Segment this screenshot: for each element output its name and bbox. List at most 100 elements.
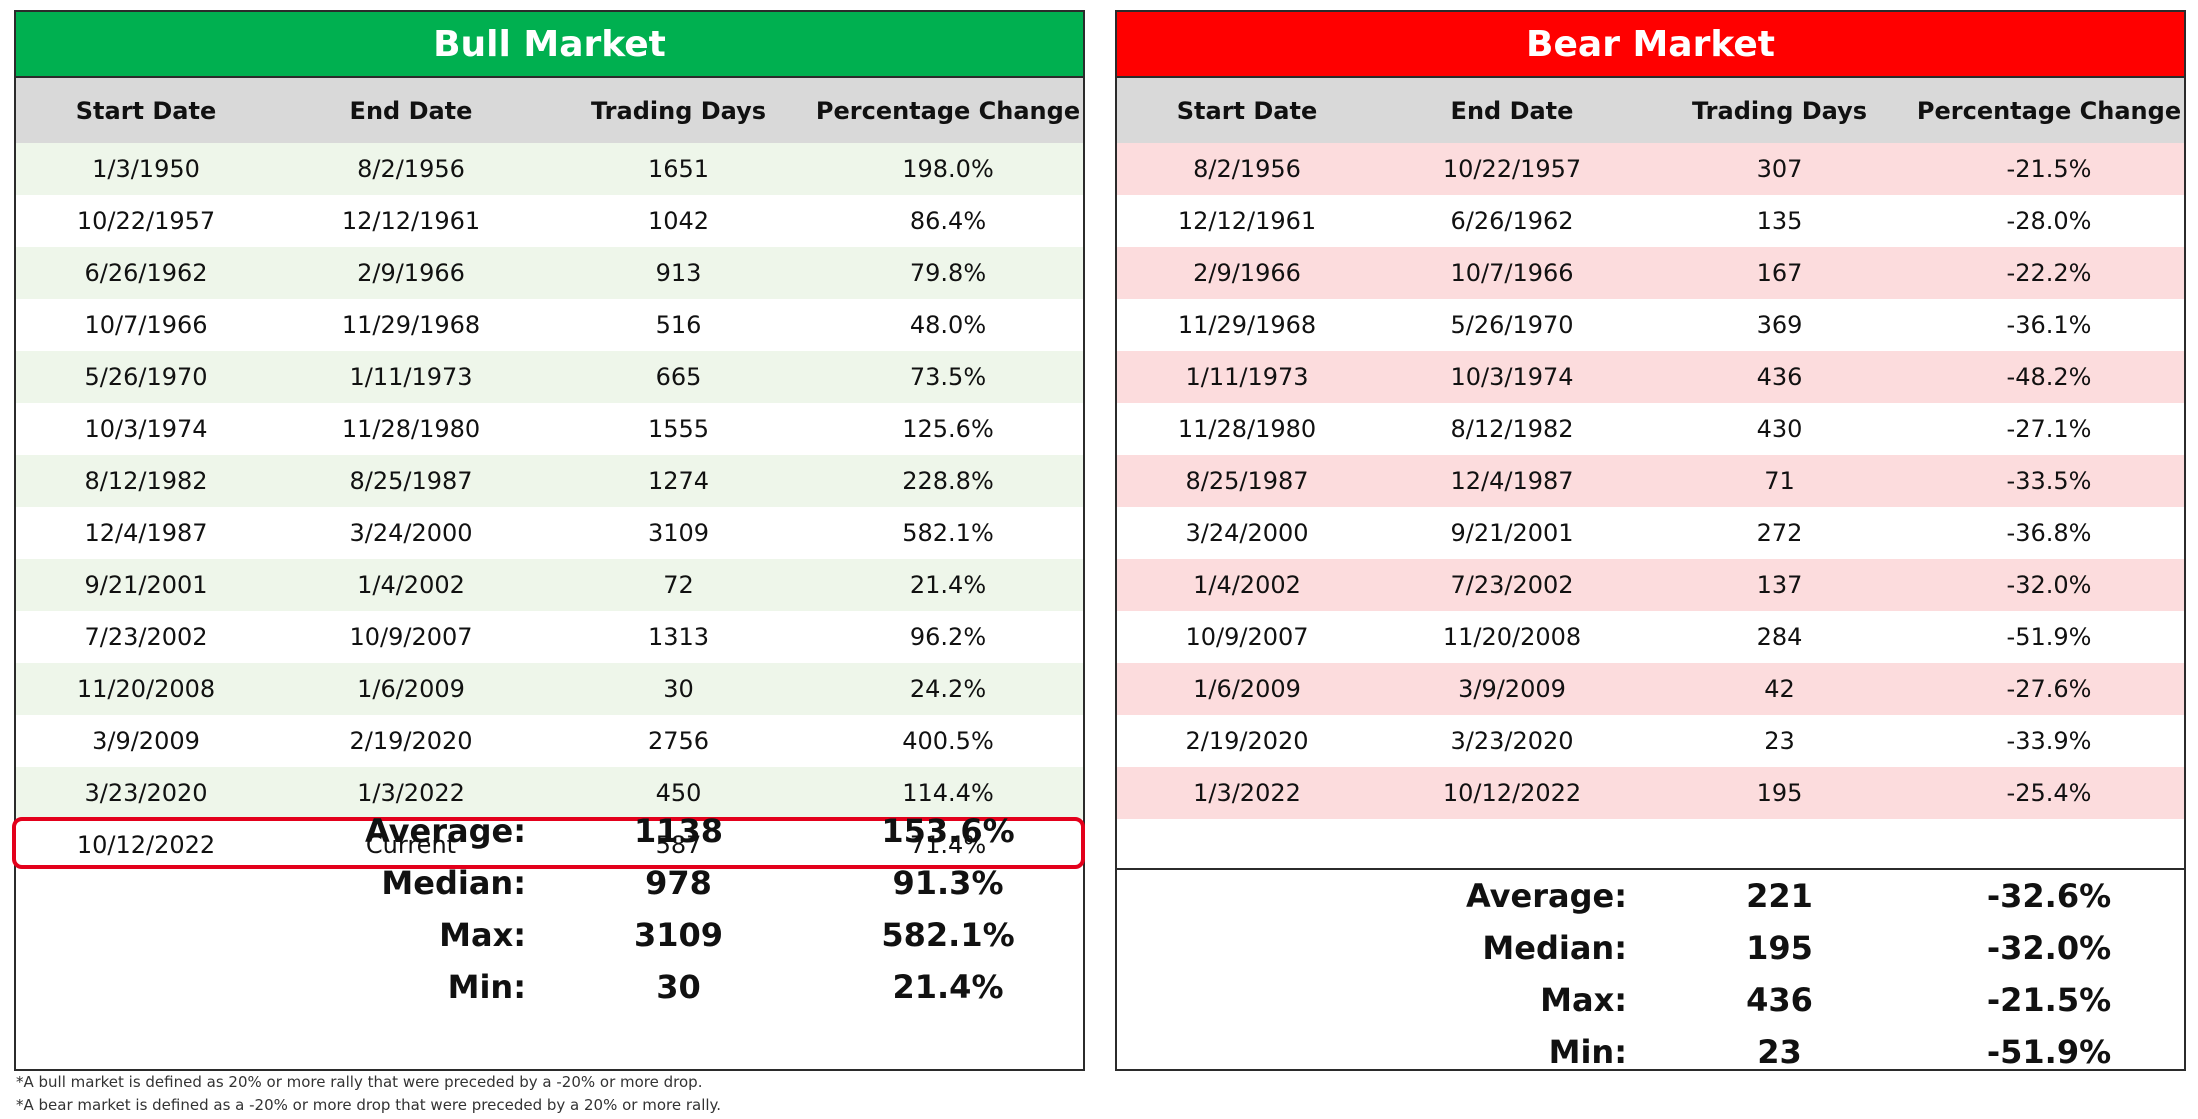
bull-header-end-date: End Date (349, 96, 473, 125)
table-cell: 11/20/2008 (76, 675, 216, 703)
table-cell: 1313 (647, 623, 710, 651)
table-row: 8/2/1956 10/22/1957 307 -21.5% (1117, 143, 2184, 195)
table-cell: 228.8% (902, 467, 994, 495)
table-cell: 8/2/1956 (357, 155, 465, 183)
summary-row: Min: 30 21.4% (16, 961, 1083, 1013)
table-cell: 3/23/2020 (1450, 727, 1574, 755)
table-cell: 11/28/1980 (1177, 415, 1317, 443)
summary-label: Median: (381, 864, 526, 902)
table-cell: 2/19/2020 (349, 727, 473, 755)
summary-label: Min: (1548, 1033, 1627, 1071)
table-cell: 11/29/1968 (341, 311, 481, 339)
table-cell: 8/12/1982 (84, 467, 208, 495)
table-cell: 11/29/1968 (1177, 311, 1317, 339)
table-cell: -22.2% (2006, 259, 2092, 287)
table-cell: -27.6% (2006, 675, 2092, 703)
bull-rows: 1/3/1950 8/2/1956 1651 198.0% 10/22/1957 12/1… (16, 143, 1083, 819)
bear-header-trading-days: Trading Days (1691, 96, 1868, 125)
bear-market-table: Bear Market Start Date End Date Trading … (1115, 10, 2186, 1071)
table-cell: 8/2/1956 (1193, 155, 1301, 183)
table-cell: 3/23/2020 (84, 779, 208, 807)
table-cell: 2756 (647, 727, 710, 755)
table-cell: 1/11/1973 (349, 363, 473, 391)
table-row: 6/26/1962 2/9/1966 913 79.8% (16, 247, 1083, 299)
table-cell: -33.9% (2006, 727, 2092, 755)
table-row: 1/3/2022 10/12/2022 195 -25.4% (1117, 767, 2184, 819)
table-cell: 7/23/2002 (1450, 571, 1574, 599)
table-cell: -48.2% (2006, 363, 2092, 391)
table-cell: 3/24/2000 (1185, 519, 1309, 547)
summary-label: Average: (1466, 877, 1627, 915)
table-cell: 8/25/1987 (349, 467, 473, 495)
table-row: 1/6/2009 3/9/2009 42 -27.6% (1117, 663, 2184, 715)
table-cell: 1555 (647, 415, 710, 443)
bear-stats: Average: 221 -32.6% Median: 195 -32.0% Max: 436… (1117, 870, 2184, 1078)
table-cell: 516 (655, 311, 702, 339)
table-cell: -33.5% (2006, 467, 2092, 495)
bear-header-percentage-change: Percentage Change (1916, 96, 2182, 125)
table-cell: 5/26/1970 (84, 363, 208, 391)
bull-header-row: Start Date End Date Trading Days Percent… (16, 78, 1083, 143)
summary-value: 3109 (633, 916, 724, 954)
summary-value: 195 (1746, 929, 1813, 967)
table-row: 8/25/1987 12/4/1987 71 -33.5% (1117, 455, 2184, 507)
table-cell: 284 (1756, 623, 1803, 651)
table-cell: 582.1% (902, 519, 994, 547)
bull-header-percentage-change: Percentage Change (815, 96, 1081, 125)
table-cell: 48.0% (909, 311, 987, 339)
table-row: 10/9/2007 11/20/2008 284 -51.9% (1117, 611, 2184, 663)
table-row: 10/7/1966 11/29/1968 516 48.0% (16, 299, 1083, 351)
table-cell: 436 (1756, 363, 1803, 391)
table-cell: Current (365, 831, 457, 859)
table-cell: 1/4/2002 (1193, 571, 1301, 599)
table-cell: -25.4% (2006, 779, 2092, 807)
table-row: 7/23/2002 10/9/2007 1313 96.2% (16, 611, 1083, 663)
table-cell: -36.1% (2006, 311, 2092, 339)
table-cell: 73.5% (909, 363, 987, 391)
table-cell: 1/3/2022 (1193, 779, 1301, 807)
bull-header-start-date: Start Date (75, 96, 217, 125)
table-cell: 6/26/1962 (84, 259, 208, 287)
table-cell: 12/4/1987 (84, 519, 208, 547)
table-row: 1/11/1973 10/3/1974 436 -48.2% (1117, 351, 2184, 403)
summary-row: Max: 436 -21.5% (1117, 974, 2184, 1026)
summary-row: Min: 23 -51.9% (1117, 1026, 2184, 1078)
table-cell: 2/19/2020 (1185, 727, 1309, 755)
table-cell: -21.5% (2006, 155, 2092, 183)
bear-market-title: Bear Market (1117, 12, 2184, 78)
table-cell: 11/20/2008 (1442, 623, 1582, 651)
table-cell: 71 (1764, 467, 1795, 495)
table-cell: 167 (1756, 259, 1803, 287)
table-cell: 135 (1756, 207, 1803, 235)
summary-value: -32.6% (1986, 877, 2112, 915)
table-cell: 79.8% (909, 259, 987, 287)
table-cell: 71.4% (909, 831, 987, 859)
table-cell: 272 (1756, 519, 1803, 547)
summary-row: Median: 978 91.3% (16, 857, 1083, 909)
table-cell: 7/23/2002 (84, 623, 208, 651)
table-cell: 9/21/2001 (1450, 519, 1574, 547)
table-cell: 3/9/2009 (1458, 675, 1566, 703)
table-row: 5/26/1970 1/11/1973 665 73.5% (16, 351, 1083, 403)
table-row: 2/9/1966 10/7/1966 167 -22.2% (1117, 247, 2184, 299)
table-cell: 198.0% (902, 155, 994, 183)
bear-header-row: Start Date End Date Trading Days Percent… (1117, 78, 2184, 143)
table-cell: 3109 (647, 519, 710, 547)
summary-value: 582.1% (881, 916, 1015, 954)
table-cell: 1042 (647, 207, 710, 235)
table-cell: 450 (655, 779, 702, 807)
summary-row: Max: 3109 582.1% (16, 909, 1083, 961)
table-cell: 1/3/1950 (92, 155, 200, 183)
table-row: 10/22/1957 12/12/1961 1042 86.4% (16, 195, 1083, 247)
table-cell: 665 (655, 363, 702, 391)
table-cell: 369 (1756, 311, 1803, 339)
summary-value: 1138 (633, 812, 724, 850)
table-cell: -32.0% (2006, 571, 2092, 599)
table-row: 3/23/2020 1/3/2022 450 114.4% (16, 767, 1083, 819)
summary-value: 91.3% (892, 864, 1004, 902)
table-cell: -28.0% (2006, 207, 2092, 235)
table-cell: 10/12/2022 (76, 831, 216, 859)
bear-footnote: *A bear market is defined as a -20% or m… (16, 1096, 722, 1114)
table-cell: 114.4% (902, 779, 994, 807)
summary-value: 978 (645, 864, 712, 902)
